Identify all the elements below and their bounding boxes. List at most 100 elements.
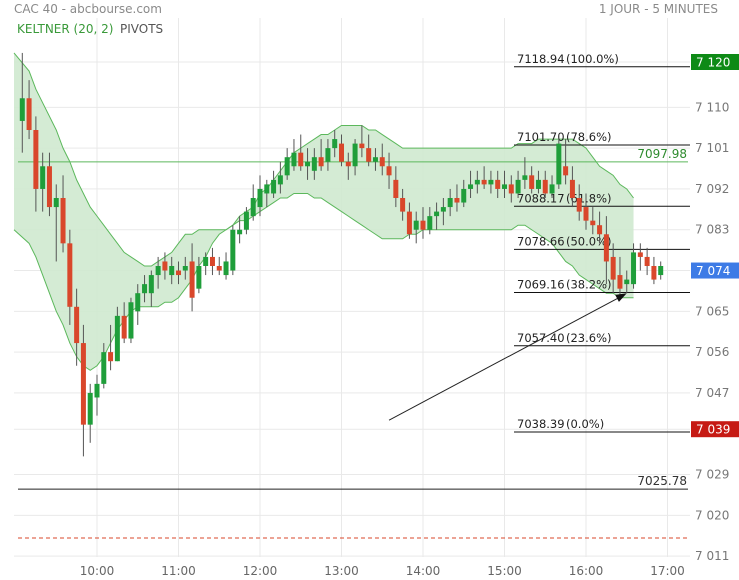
y-tick-label: 7 083 [695,223,729,237]
candle-body [230,229,236,271]
candle-body [264,184,270,194]
candle-body [556,143,562,185]
price-label-box [691,262,739,279]
x-tick-label: 16:00 [569,564,604,578]
candle-body [366,148,372,162]
candle-body [522,175,528,180]
keltner-fill [14,52,634,371]
candle-body [406,211,412,235]
candle-body [420,220,426,230]
candle-body [454,198,460,203]
candle-body [352,143,358,167]
candle-body [359,143,365,149]
candle-body [508,184,514,194]
candle-body [603,234,609,262]
y-tick-label: 7 110 [695,100,729,114]
candle-body [237,229,243,235]
candle-body [502,184,507,189]
candle-body [461,188,467,203]
candle-body [87,392,93,425]
y-tick-label: 7 056 [695,345,729,359]
keltner-upper-line [13,52,634,267]
candle-body [108,352,114,362]
candle-body [135,293,141,312]
fib-value-label: 7118.94 [517,52,565,66]
y-tick-label: 7 101 [695,141,729,155]
fib-percent-label: (100.0%) [566,52,619,66]
candle-body [19,98,25,121]
candle-body [583,207,589,221]
price-label: 7 074 [696,264,730,278]
candle-body [33,130,39,189]
candle-body [624,279,630,285]
price-label-box [691,54,739,70]
legend-pivots[interactable]: PIVOTS [120,22,163,36]
candle-body [339,143,344,162]
fib-value-label: 7088.17 [517,191,565,205]
candle-body [80,343,86,425]
candle-body [495,179,501,189]
candle-body [488,179,494,185]
level-label: 7025.78 [637,474,687,488]
candle-body [400,198,406,212]
fib-percent-label: (0.0%) [566,417,604,431]
candle-body [94,383,100,398]
x-tick-label: 13:00 [324,564,359,578]
keltner-band [13,52,634,371]
candle-body [53,198,59,208]
candle-body [277,175,283,185]
legend-keltner[interactable]: KELTNER (20, 2) [17,22,113,36]
x-tick-label: 15:00 [487,564,522,578]
candle-body [563,166,569,176]
candle-body [617,275,623,289]
candle-body [155,266,161,276]
candle-body [284,157,290,176]
candle-body [189,261,195,298]
candle-body [162,261,168,271]
fib-value-label: 7101.70 [517,130,565,144]
chart-period: 1 JOUR - 5 MINUTES [598,2,718,16]
candle-body [379,157,385,167]
candle-body [597,225,603,235]
y-tick-label: 7 047 [695,386,729,400]
fib-value-label: 7069.16 [517,277,565,291]
candle-body [610,256,616,280]
fib-percent-label: (50.0%) [566,234,612,248]
x-tick-label: 14:00 [406,564,441,578]
candle-body [474,179,480,185]
candle-body [535,179,541,189]
candle-body [203,256,209,266]
y-tick-label: 7 020 [695,508,729,522]
fib-value-label: 7057.40 [517,331,565,345]
price-label: 7 120 [696,56,730,70]
y-tick-label: 7 092 [695,182,729,196]
candle-body [515,179,521,194]
candle-body [121,315,127,339]
candle-body [311,157,317,171]
candle-body [291,152,297,167]
candle-body [101,352,107,384]
candle-body [142,284,148,294]
candle-body [67,243,73,307]
fib-value-label: 7038.39 [517,417,565,431]
candle-body [60,198,66,244]
candle-body [576,198,582,212]
candle-body [114,315,120,362]
candle-body [590,220,596,226]
candle-body [372,157,378,162]
y-tick-label: 7 011 [695,549,729,563]
y-tick-label: 7 065 [695,304,729,318]
level-label: 7097.98 [637,147,687,161]
candles [19,52,664,457]
x-tick-label: 10:00 [80,564,115,578]
candle-body [325,148,331,162]
candle-body [644,256,650,266]
x-tick-label: 17:00 [650,564,685,578]
candle-body [651,266,657,280]
candle-body [46,166,52,208]
candle-body [216,266,222,271]
y-tick-label: 7 029 [695,468,729,482]
trend-arrow-head [615,293,627,302]
grid [14,18,690,557]
candle-body [305,161,311,167]
